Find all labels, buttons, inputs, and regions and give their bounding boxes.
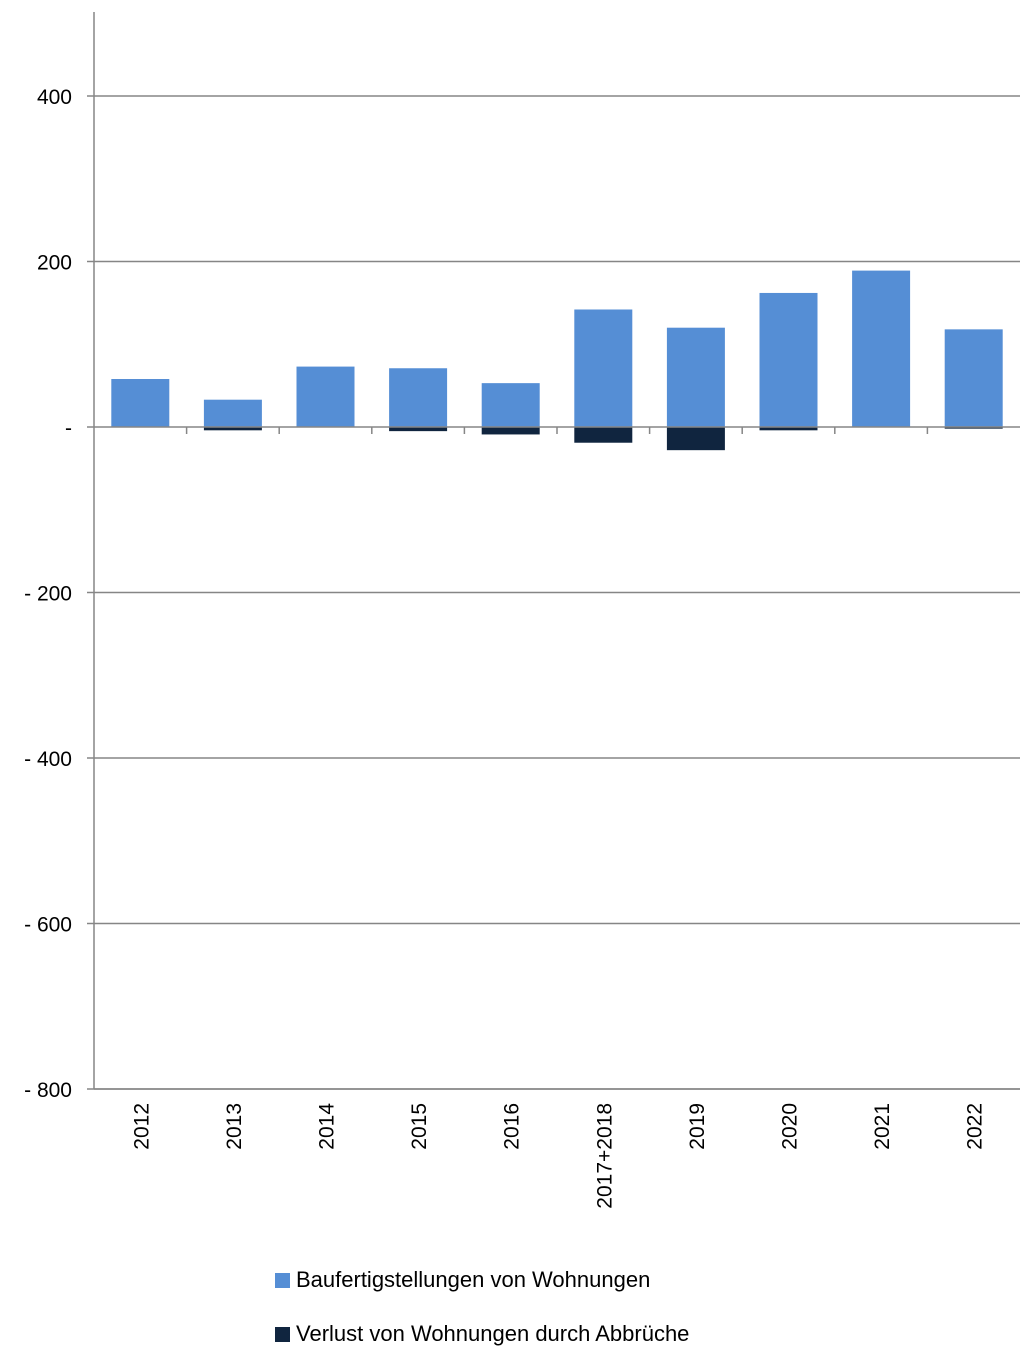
y-tick-label: 400 (37, 86, 72, 109)
chart: 400 200 - - 200 - 400 - 600 - 800 2012 2013 2014… (24, 12, 1020, 1209)
bar-abbrueche-2015 (389, 427, 448, 432)
x-tick-label: 2017+2018 (593, 1103, 616, 1209)
axes (87, 12, 1020, 1090)
bar-baufertigstellungen-2013 (203, 399, 262, 427)
bar-baufertigstellungen-2012 (111, 379, 170, 427)
bars (111, 270, 1003, 451)
y-tick-label: 200 (37, 252, 72, 275)
bar-abbrueche-2017+2018 (574, 427, 633, 443)
legend-item-baufertigstellungen: Baufertigstellungen von Wohnungen (275, 1262, 689, 1298)
legend-swatch-baufertigstellungen (275, 1272, 290, 1288)
x-tick-label: 2013 (223, 1103, 246, 1150)
bar-baufertigstellungen-2021 (852, 270, 911, 427)
x-tick-label: 2014 (316, 1103, 339, 1150)
legend-label-abbrueche: Verlust von Wohnungen durch Abbrüche (296, 1321, 690, 1346)
bar-baufertigstellungen-2022 (944, 329, 1003, 427)
x-tick-labels: 2012 2013 2014 2015 2016 2017+2018 2019 2020 202… (130, 1103, 986, 1209)
x-tick-label: 2020 (779, 1103, 802, 1150)
bar-baufertigstellungen-2017+2018 (574, 309, 633, 427)
x-tick-label: 2012 (130, 1103, 153, 1150)
legend-swatch-abbrueche (275, 1326, 290, 1342)
bar-baufertigstellungen-2014 (296, 366, 355, 427)
x-tick-label: 2019 (686, 1103, 709, 1150)
y-tick-label: - (65, 417, 72, 440)
legend-item-abbrueche: Verlust von Wohnungen durch Abbrüche (275, 1316, 689, 1352)
bar-baufertigstellungen-2016 (481, 383, 540, 427)
bar-abbrueche-2019 (666, 427, 725, 451)
legend-label-baufertigstellungen: Baufertigstellungen von Wohnungen (296, 1267, 651, 1292)
x-tick-label: 2022 (964, 1103, 987, 1150)
bar-baufertigstellungen-2019 (666, 327, 725, 427)
x-tick-label: 2021 (871, 1103, 894, 1150)
y-tick-label: - 200 (24, 583, 72, 606)
y-tick-label: - 400 (24, 748, 72, 771)
bar-abbrueche-2022 (944, 427, 1003, 429)
y-tick-label: - 800 (24, 1079, 72, 1102)
x-tick-label: 2016 (501, 1103, 524, 1150)
bar-baufertigstellungen-2020 (759, 292, 818, 427)
bar-baufertigstellungen-2015 (389, 368, 448, 427)
bar-abbrueche-2016 (481, 427, 540, 435)
legend: Baufertigstellungen von Wohnungen Verlus… (275, 1262, 689, 1370)
y-tick-label: - 600 (24, 914, 72, 937)
bar-abbrueche-2013 (203, 427, 262, 431)
gridlines (94, 95, 1020, 1090)
bar-abbrueche-2020 (759, 427, 818, 431)
y-tick-labels: 400 200 - - 200 - 400 - 600 - 800 (24, 86, 72, 1102)
x-tick-label: 2015 (408, 1103, 431, 1150)
